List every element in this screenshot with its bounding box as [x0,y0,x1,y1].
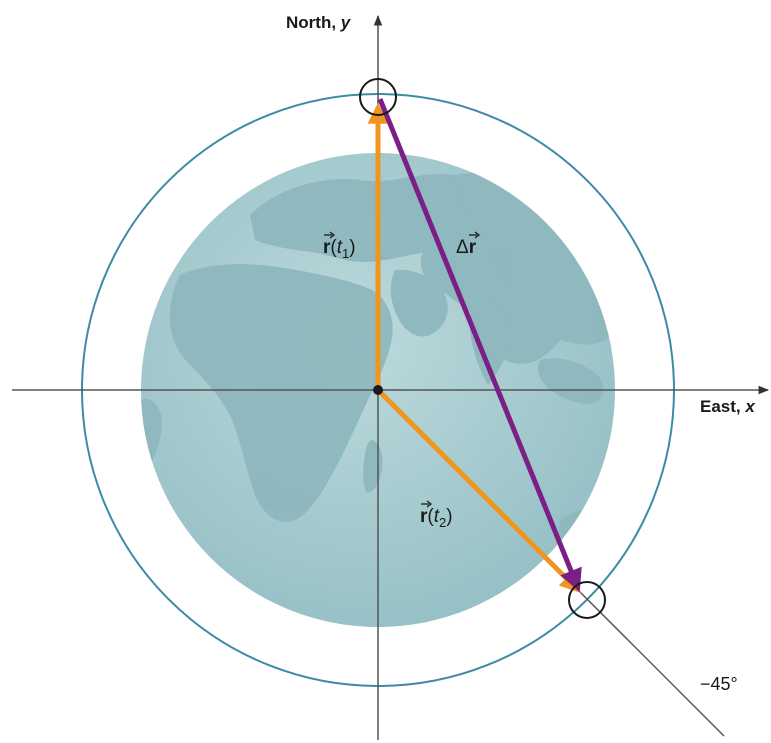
y-axis-label: North, y [286,13,352,32]
label-r-t2: r(t2) [420,500,453,530]
svg-text:r(t2): r(t2) [420,506,453,530]
position-marker-t2 [568,581,606,619]
australia-landmass [558,508,615,566]
arabia-landmass [390,269,448,337]
label-r-t1: r(t1) [323,231,356,261]
angle-label: −45° [700,674,738,694]
southeast-asia-landmass [537,358,604,405]
label-delta-r: Δr [456,231,481,258]
africa-landmass [169,264,393,523]
svg-text:r(t1): r(t1) [323,237,356,261]
svg-text:Δr: Δr [456,237,477,258]
origin-point [373,385,383,395]
position-marker-t1 [359,78,397,116]
displacement-vector-delta-r [377,98,582,593]
position-vector-r-t2 [376,388,581,593]
india-landmass [469,300,511,385]
x-axis-label: East, x [700,397,756,416]
